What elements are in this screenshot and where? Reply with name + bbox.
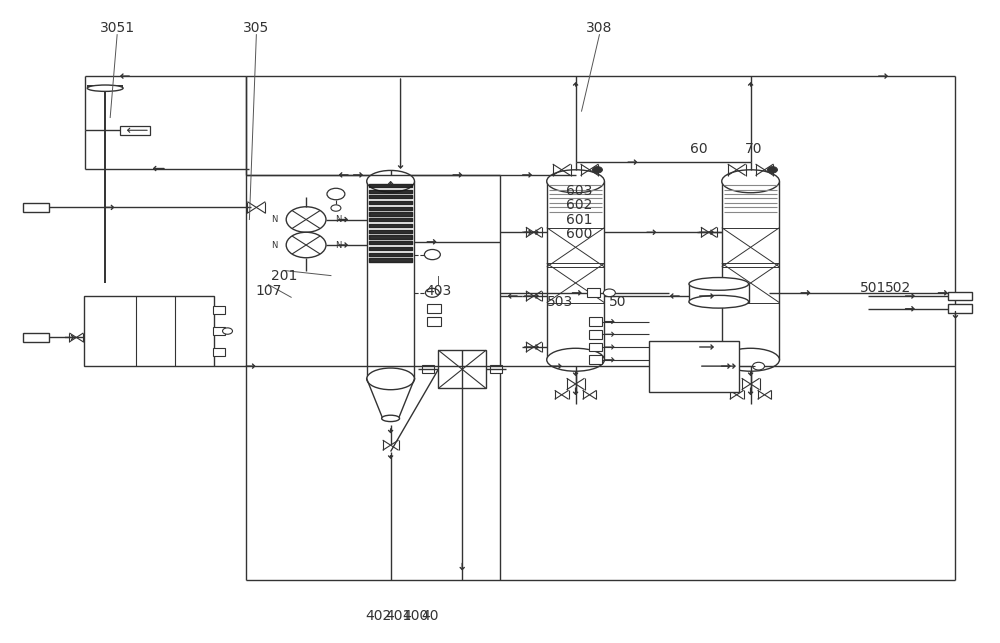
Bar xyxy=(213,349,225,356)
Text: 201: 201 xyxy=(271,269,297,283)
Text: 60: 60 xyxy=(690,142,708,156)
Text: 40: 40 xyxy=(422,609,439,623)
Circle shape xyxy=(753,362,765,370)
Bar xyxy=(722,181,779,359)
Bar xyxy=(587,288,600,297)
Ellipse shape xyxy=(689,295,749,308)
Ellipse shape xyxy=(547,349,604,371)
Bar xyxy=(367,181,414,379)
Bar xyxy=(422,365,434,373)
Ellipse shape xyxy=(689,278,749,290)
Text: 400: 400 xyxy=(402,609,429,623)
Circle shape xyxy=(286,232,326,258)
Bar xyxy=(23,333,49,342)
Bar xyxy=(120,126,150,135)
Ellipse shape xyxy=(367,368,414,390)
Circle shape xyxy=(424,249,440,260)
Bar xyxy=(948,291,972,300)
Text: 600: 600 xyxy=(566,226,593,240)
Text: 402: 402 xyxy=(366,609,392,623)
Bar xyxy=(689,284,749,302)
Text: 107: 107 xyxy=(255,284,281,298)
Text: 308: 308 xyxy=(586,21,613,35)
Circle shape xyxy=(768,167,777,173)
Bar xyxy=(213,327,225,335)
Text: 401: 401 xyxy=(385,609,412,623)
Bar xyxy=(589,317,602,326)
Text: 50: 50 xyxy=(609,295,626,309)
Text: 601: 601 xyxy=(566,212,593,226)
Bar xyxy=(649,341,739,392)
Ellipse shape xyxy=(722,349,779,371)
Text: N: N xyxy=(271,240,277,249)
Bar xyxy=(427,317,441,326)
Circle shape xyxy=(223,328,232,334)
Ellipse shape xyxy=(547,170,604,193)
Bar xyxy=(427,304,441,313)
Bar xyxy=(589,343,602,352)
Bar xyxy=(213,306,225,314)
Text: N: N xyxy=(271,215,277,224)
Bar xyxy=(490,365,502,373)
Circle shape xyxy=(592,167,602,173)
Text: N: N xyxy=(335,240,341,249)
Ellipse shape xyxy=(722,170,779,193)
Ellipse shape xyxy=(87,85,123,91)
Circle shape xyxy=(425,288,439,297)
Bar xyxy=(547,181,604,359)
Text: 501: 501 xyxy=(860,282,886,295)
Text: 403: 403 xyxy=(425,284,451,298)
Circle shape xyxy=(603,289,615,296)
Text: 603: 603 xyxy=(566,184,593,198)
Bar xyxy=(23,203,49,212)
Text: 503: 503 xyxy=(547,295,573,309)
Bar xyxy=(589,356,602,364)
Text: 305: 305 xyxy=(243,21,269,35)
Bar xyxy=(438,350,486,388)
Text: 502: 502 xyxy=(885,282,911,295)
Text: 602: 602 xyxy=(566,199,593,212)
Text: N: N xyxy=(335,215,341,224)
Circle shape xyxy=(286,207,326,232)
Text: 3051: 3051 xyxy=(100,21,135,35)
Bar xyxy=(589,330,602,339)
Ellipse shape xyxy=(367,170,414,192)
Circle shape xyxy=(331,205,341,211)
Bar xyxy=(948,304,972,313)
Circle shape xyxy=(327,188,345,200)
Bar xyxy=(84,296,214,366)
Ellipse shape xyxy=(382,415,400,422)
Text: 70: 70 xyxy=(745,142,762,156)
